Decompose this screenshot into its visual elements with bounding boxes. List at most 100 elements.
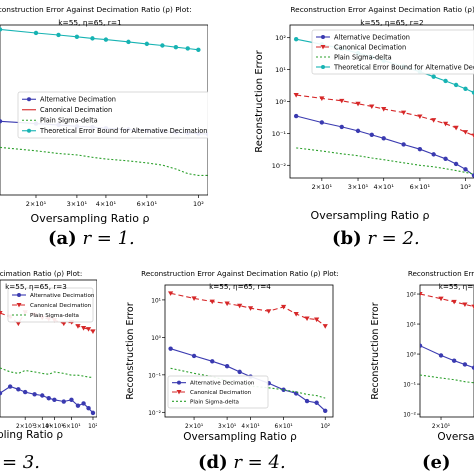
data-point [471,365,474,370]
data-point [304,398,310,404]
caption-b: (b) r = 2. [332,228,420,249]
x-tick-label: 10² [320,423,330,430]
data-point [369,132,374,138]
chart-title: Reconstruction Error Against Decimation … [141,269,339,278]
data-point [453,161,459,167]
legend: Alternative Decimation Canonical Decimati… [167,375,269,409]
x-tick-label: 2×10¹ [185,423,203,430]
data-point [61,399,66,404]
data-point [56,32,61,38]
x-tick-label: 2×10¹ [16,423,34,430]
data-point [355,101,361,107]
data-point [75,324,81,329]
legend-box [17,91,208,139]
chart-title: Reconstruction Error Against Decimation … [0,5,192,14]
y-axis-label: Reconstruction Error [370,302,381,399]
data-point [0,27,3,32]
data-point [126,39,131,45]
data-point [322,324,328,329]
data-point [339,124,344,130]
legend-label: Alternative Decimation [40,96,116,104]
data-point [420,343,423,348]
y-tick-label: 10¹ [406,322,416,329]
data-point [314,400,319,405]
x-axis-label: pling Ratio ρ [0,429,63,441]
chart-title: Decimation Ratio (ρ) Plot: [0,269,82,278]
y-tick-label: 10⁻¹ [272,130,287,138]
data-point [173,45,179,50]
x-tick-label: 4×10¹ [373,183,394,191]
y-tick-label: 10⁰ [406,352,416,359]
data-point [293,92,299,98]
legend-box [167,375,269,409]
chart-panel-1: 2×10¹ 3×10¹ 4×10¹ 6×10¹ 10² Alternative Decim… [0,5,208,225]
legend-label: Plain Sigma-delta [190,399,239,405]
x-tick-label: 2×10¹ [26,200,47,208]
legend-label: Plain Sigma-delta [334,53,392,61]
legend-marker [321,35,325,39]
data-point [355,128,361,134]
data-point [339,98,345,104]
legend-label: Canonical Decimation [40,106,112,114]
y-tick-label: 10⁻² [148,410,161,417]
data-point [319,96,325,102]
data-point [462,362,468,367]
axes-frame [419,284,474,418]
x-tick-label: 4×10¹ [45,423,63,430]
legend-label: Plain Sigma-delta [40,117,98,125]
data-point [471,90,474,95]
caption-d: (d) r = 4. [198,452,286,473]
data-point [443,78,448,84]
series-group [168,291,328,413]
data-point [144,41,150,47]
y-tick-label: 10² [406,292,416,299]
data-point [237,369,242,375]
y-tick-label: 10⁻¹ [403,382,416,389]
series-line-3 [170,367,326,399]
data-point [86,405,91,411]
series-group [420,292,474,384]
chart-subtitle: k=55, η=65, r=2 [360,18,424,27]
x-tick-label: 4×10¹ [241,423,259,430]
caption-e: (e) [422,452,451,473]
x-tick-label: 3×10¹ [218,423,236,430]
series-line-2 [296,94,474,137]
series-line-4 [0,28,199,51]
x-tick-label: 6×10¹ [137,200,158,208]
data-point [46,396,51,401]
data-point [462,130,469,135]
data-point [22,389,28,395]
legend-marker [27,128,31,133]
series-group [0,310,96,416]
data-point [69,397,74,403]
data-point [52,397,57,403]
data-point [74,34,80,40]
chart-panel-2: 2×10¹ 3×10¹ 4×10¹ 6×10¹ 10² 10⁻² 10⁻¹ 10⁰ 10¹ 10²… [254,5,474,222]
data-point [90,36,95,41]
legend-label: Alternative Decimation [190,381,255,387]
axes-frame [0,24,208,196]
data-point [401,110,407,116]
data-point [431,118,437,123]
data-point [15,321,21,327]
data-point [281,387,286,392]
data-point [266,309,272,314]
x-axis-label: Oversampling Ratio ρ [311,209,430,222]
data-point [401,142,406,147]
data-point [80,326,87,331]
y-tick-label: 10⁻¹ [148,372,161,379]
legend-box [311,29,474,75]
axes-frame [164,284,334,418]
data-point [210,359,215,364]
data-point [237,303,243,309]
x-axis-label: Oversampling Ratio ρ [183,431,297,443]
data-point [16,387,21,392]
series-line-3 [420,374,474,384]
data-point [7,384,13,389]
data-point [471,173,474,178]
data-point [85,327,92,332]
x-tick-label: 10² [193,200,204,208]
series-line-1 [0,385,94,414]
data-point [75,403,81,408]
